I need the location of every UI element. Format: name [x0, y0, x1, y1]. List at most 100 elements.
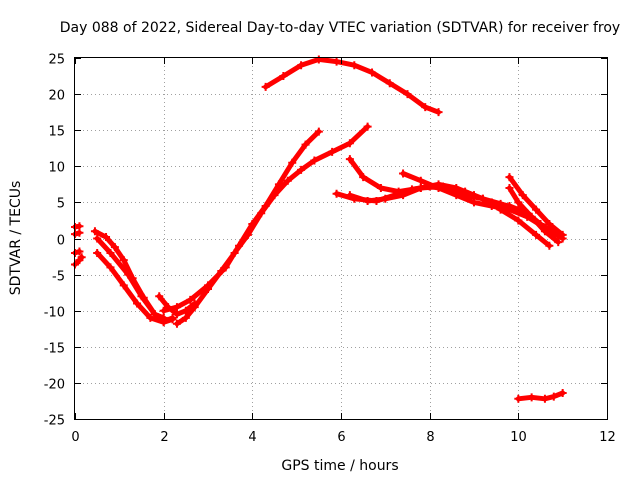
data-point [204, 281, 212, 290]
data-point [297, 61, 306, 70]
data-point [301, 140, 310, 149]
data-point [385, 79, 394, 88]
data-point [137, 292, 146, 301]
data-point [514, 198, 523, 207]
data-point [505, 173, 514, 182]
data-point [487, 202, 496, 211]
data-point [297, 165, 306, 174]
data-point [434, 183, 443, 192]
x-tick-label: 8 [426, 430, 434, 445]
data-point [110, 243, 119, 252]
data-point [248, 220, 257, 229]
x-tick-label: 6 [337, 430, 345, 445]
data-point [505, 183, 514, 192]
series-track-n [345, 155, 554, 250]
data-point [75, 247, 84, 256]
series-track-g [93, 234, 168, 322]
y-tick-label: 0 [57, 234, 65, 249]
data-point [505, 205, 514, 214]
data-point [172, 303, 181, 312]
y-tick-label: 25 [48, 53, 65, 68]
data-point [119, 256, 128, 265]
data-point [350, 61, 359, 70]
y-tick-label: -10 [44, 306, 65, 321]
y-tick-label: -15 [44, 342, 65, 357]
data-point [394, 187, 403, 196]
x-axis-label: GPS time / hours [281, 458, 398, 474]
data-point [159, 306, 168, 315]
data-point [332, 189, 341, 198]
data-point [549, 392, 558, 401]
data-point [345, 155, 354, 164]
data-point [150, 310, 159, 319]
data-point [155, 292, 164, 301]
data-point [274, 180, 283, 189]
data-point [540, 227, 549, 236]
x-tick-label: 12 [599, 430, 616, 445]
data-point [102, 233, 111, 242]
data-series [71, 55, 567, 403]
data-point [159, 313, 168, 322]
x-tick-label: 2 [160, 430, 168, 445]
data-point [470, 198, 478, 207]
data-point [168, 315, 177, 324]
data-point [90, 227, 99, 236]
data-point [261, 82, 270, 91]
data-point [545, 220, 554, 229]
data-point [133, 299, 142, 308]
data-point [181, 313, 190, 322]
data-point [279, 72, 288, 81]
data-point [434, 108, 443, 117]
data-point [288, 158, 297, 167]
y-tick-label: -25 [44, 414, 65, 429]
data-point [186, 295, 195, 304]
data-point [532, 230, 541, 239]
data-point [119, 281, 128, 290]
data-point [403, 90, 412, 99]
data-point [363, 122, 372, 131]
data-point [527, 393, 536, 402]
data-point [314, 127, 323, 136]
series-track-j [159, 127, 323, 315]
data-point [416, 183, 425, 192]
data-point [514, 216, 523, 225]
y-axis-label: SDTVAR / TECUs [8, 181, 24, 296]
data-point [172, 310, 181, 319]
data-point [106, 263, 115, 272]
data-point [376, 183, 385, 192]
x-tick-label: 4 [248, 430, 256, 445]
data-point [359, 173, 368, 182]
y-tick-label: 15 [48, 125, 65, 140]
data-point [532, 205, 541, 214]
data-point [540, 394, 549, 403]
data-point [310, 156, 319, 165]
series-track-r [514, 389, 567, 403]
y-tick-label: 5 [57, 197, 65, 212]
data-point [514, 394, 523, 403]
data-point [368, 68, 377, 77]
axis-ticks: 0 2 4 6 8 10 12 -25 -20 -15 -10 -5 0 5 10 15 20 25 [44, 53, 616, 446]
data-point [416, 176, 425, 185]
data-point [452, 191, 461, 200]
data-point [461, 187, 470, 196]
data-point [235, 241, 244, 250]
data-point [518, 191, 527, 200]
data-point [283, 176, 292, 185]
data-point [261, 202, 270, 211]
series-track-p [505, 173, 567, 239]
x-tick-label: 10 [510, 430, 527, 445]
series-track-q [505, 183, 563, 247]
data-point [124, 270, 133, 279]
data-point [93, 248, 102, 257]
x-tick-label: 0 [71, 430, 79, 445]
data-point [332, 57, 341, 66]
data-point [558, 389, 567, 398]
series-line [161, 129, 322, 314]
data-point [146, 313, 155, 322]
data-point [221, 263, 230, 272]
chart-title: Day 088 of 2022, Sidereal Day-to-day VTE… [60, 20, 620, 36]
y-tick-label: 10 [48, 161, 65, 176]
series-line [347, 156, 552, 249]
data-point [314, 55, 323, 64]
